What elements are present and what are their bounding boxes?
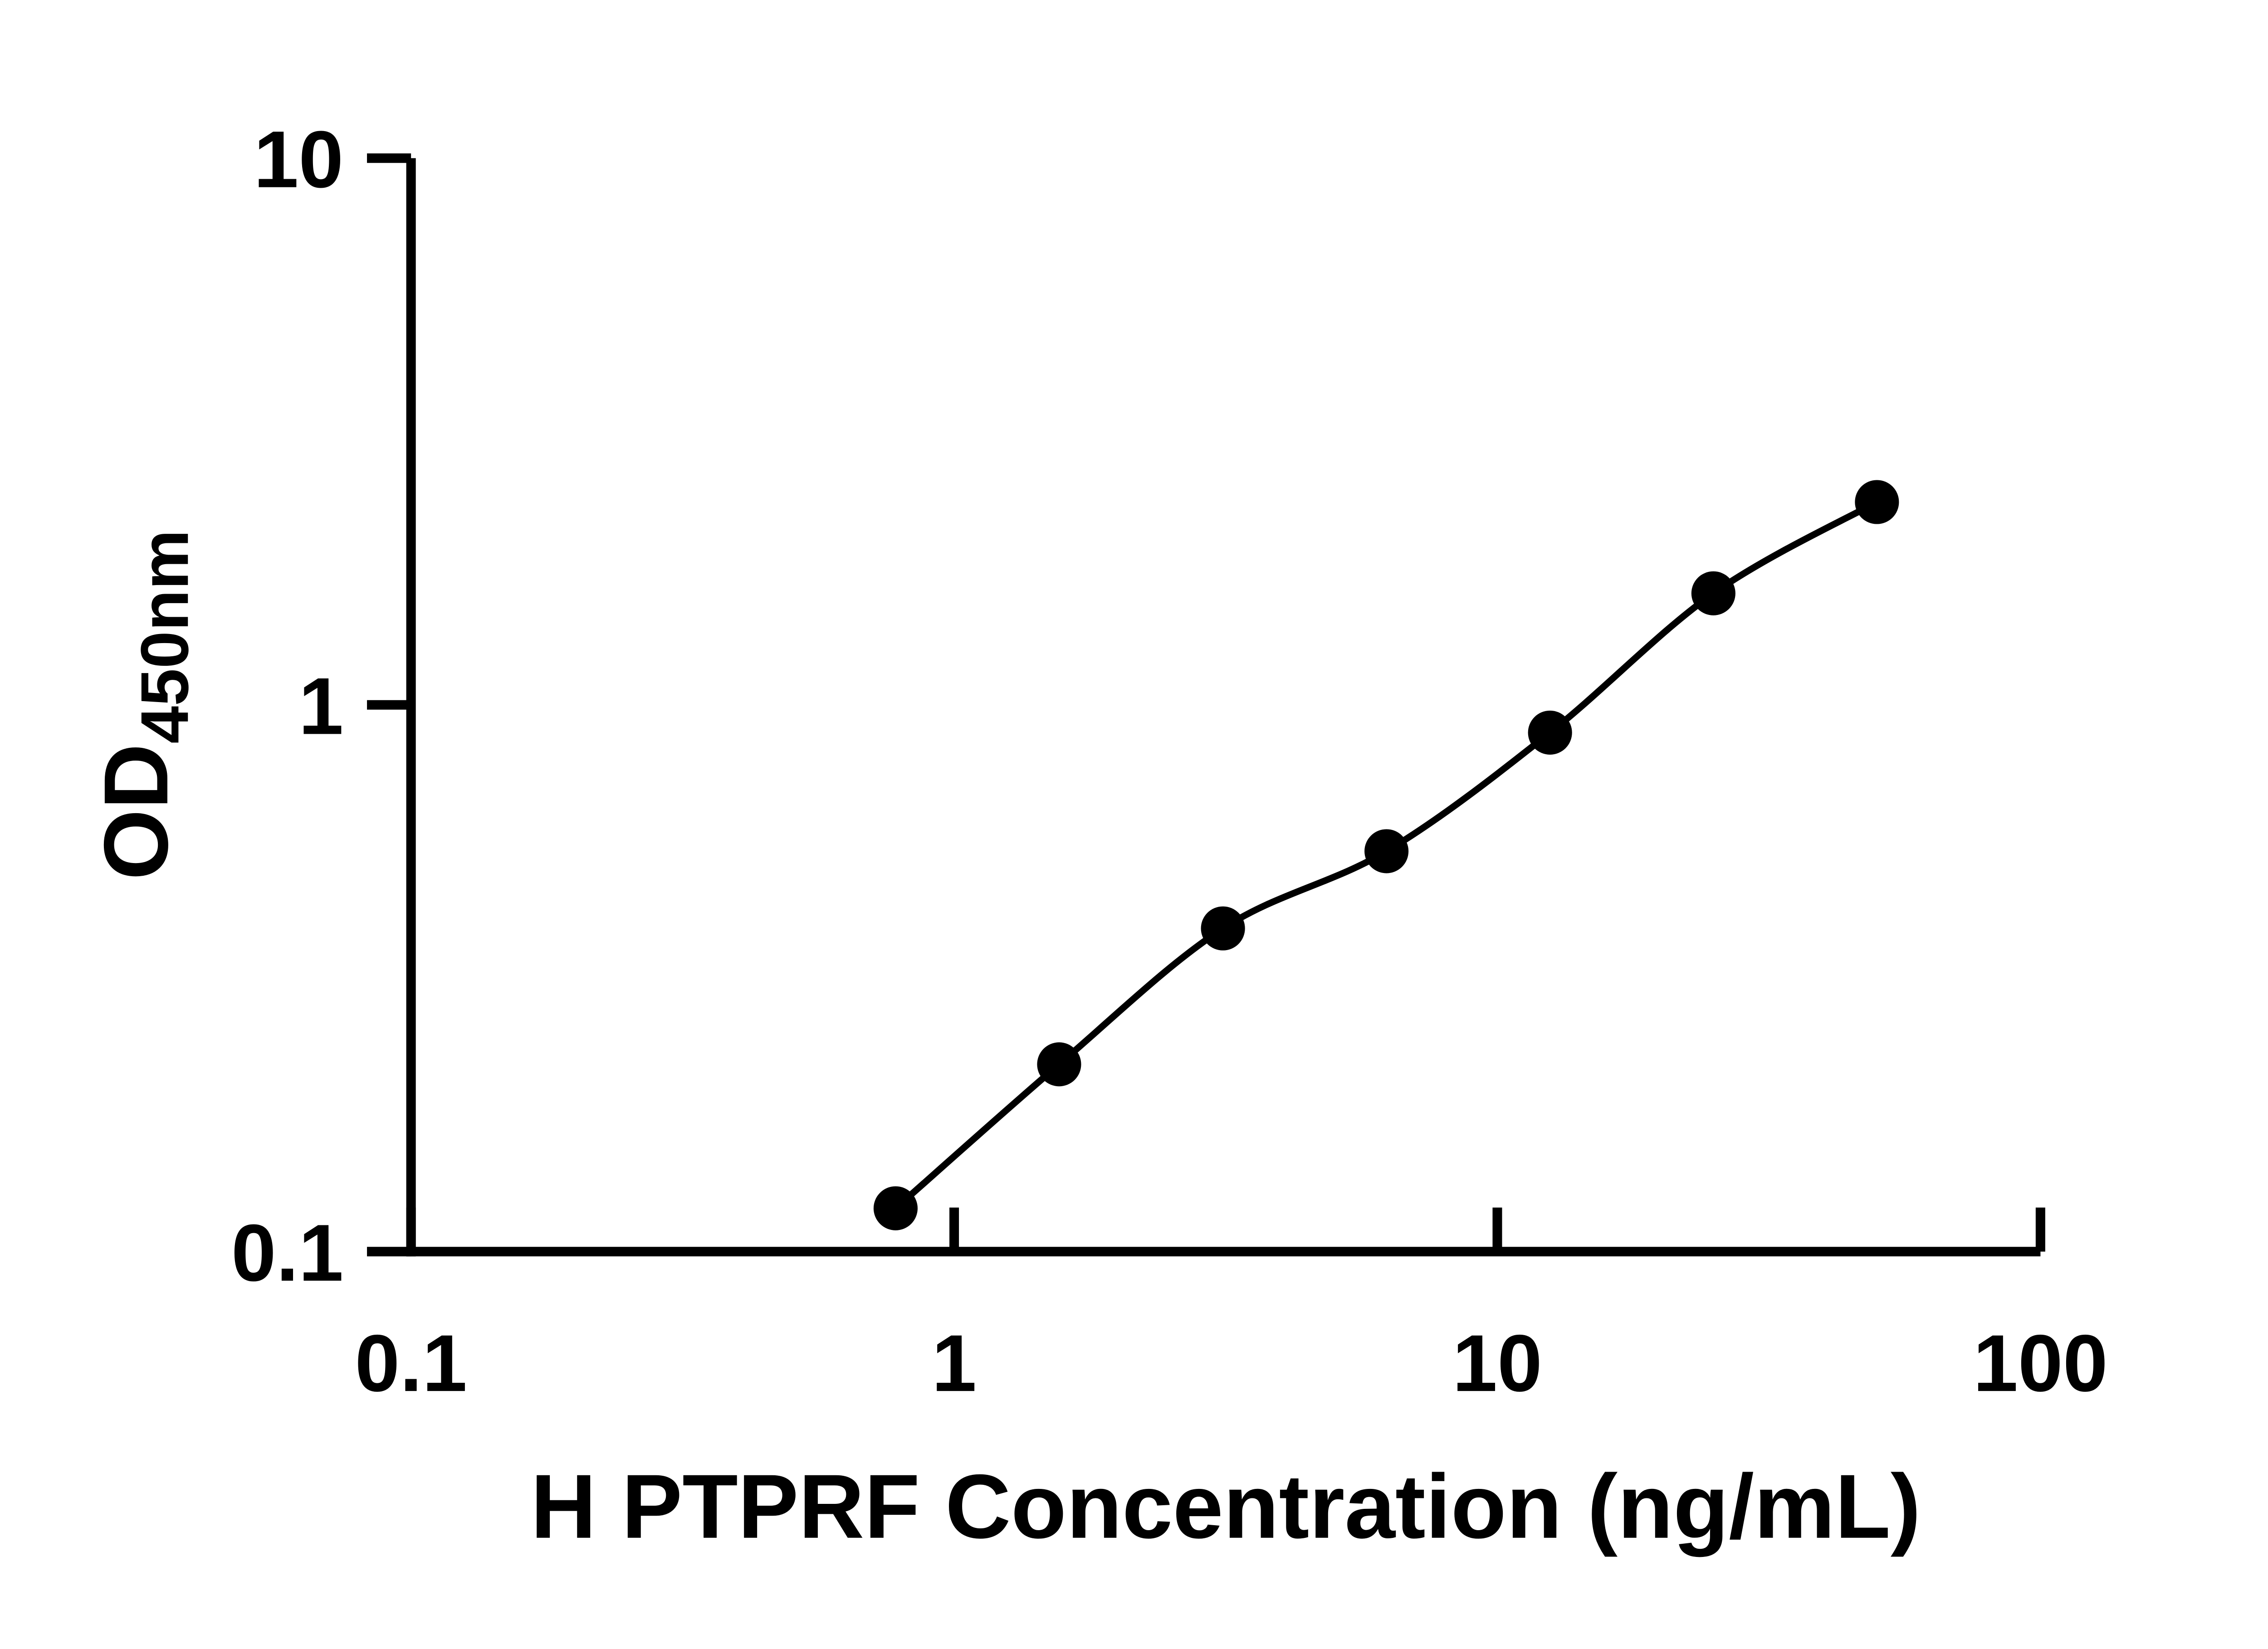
data-point bbox=[1037, 1042, 1081, 1087]
data-point bbox=[1855, 480, 1899, 524]
y-axis-title: OD450nm bbox=[85, 530, 202, 880]
data-point bbox=[1201, 906, 1245, 951]
x-axis-tick-label: 0.1 bbox=[355, 1318, 467, 1408]
y-axis-tick-label: 10 bbox=[254, 114, 343, 205]
y-axis-tick-label: 0.1 bbox=[231, 1208, 343, 1298]
data-point bbox=[1528, 710, 1572, 755]
x-axis-tick-label: 1 bbox=[932, 1318, 977, 1408]
data-point bbox=[873, 1186, 918, 1230]
x-axis-tick-label: 10 bbox=[1452, 1318, 1542, 1408]
x-axis-title: H PTPRF Concentration (ng/mL) bbox=[531, 1455, 1921, 1557]
x-axis-tick-label: 100 bbox=[1973, 1318, 2108, 1408]
y-axis-tick-label: 1 bbox=[298, 661, 343, 751]
data-point bbox=[1691, 571, 1735, 615]
data-point bbox=[1364, 829, 1409, 873]
